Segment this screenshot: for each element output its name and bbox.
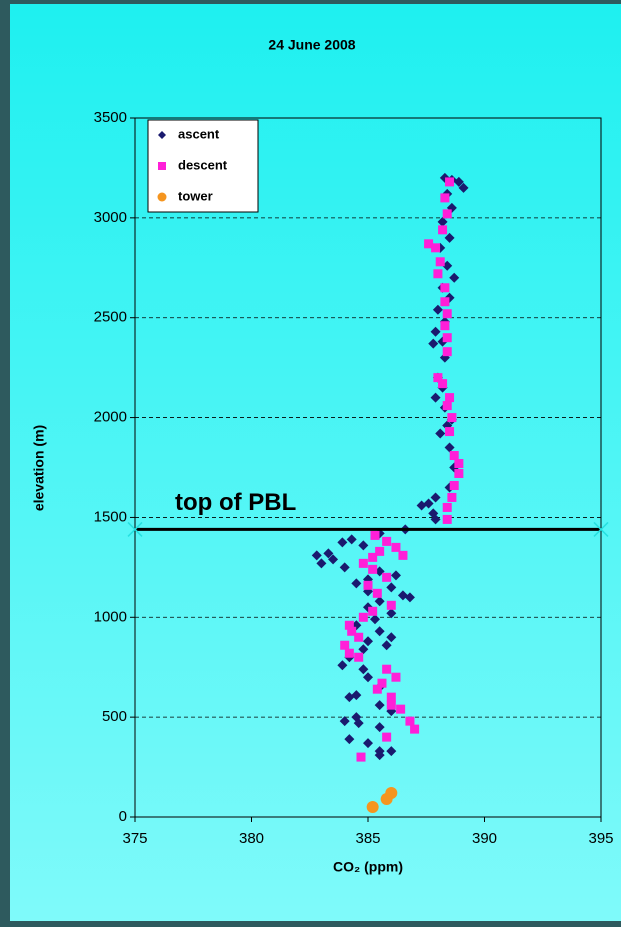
point bbox=[405, 717, 414, 726]
point bbox=[359, 613, 368, 622]
point bbox=[447, 413, 456, 422]
y-tick-label: 1500 bbox=[94, 508, 127, 525]
point bbox=[382, 537, 391, 546]
point bbox=[436, 257, 445, 266]
point bbox=[370, 531, 379, 540]
y-tick-label: 1000 bbox=[94, 608, 127, 625]
chart-title: 24 June 2008 bbox=[268, 37, 355, 53]
x-tick-label: 390 bbox=[472, 830, 497, 847]
point bbox=[410, 725, 419, 734]
y-tick-label: 500 bbox=[102, 708, 127, 725]
y-tick-label: 0 bbox=[119, 808, 127, 825]
legend-label: tower bbox=[178, 188, 213, 203]
point bbox=[367, 801, 379, 813]
y-tick-label: 2000 bbox=[94, 409, 127, 426]
point bbox=[438, 225, 447, 234]
point bbox=[382, 573, 391, 582]
point bbox=[359, 559, 368, 568]
point bbox=[440, 283, 449, 292]
legend-label: ascent bbox=[178, 126, 220, 141]
legend-marker bbox=[158, 162, 166, 170]
point bbox=[368, 553, 377, 562]
point bbox=[387, 701, 396, 710]
point bbox=[445, 393, 454, 402]
point bbox=[431, 243, 440, 252]
point bbox=[443, 209, 452, 218]
point bbox=[440, 297, 449, 306]
point bbox=[443, 333, 452, 342]
point bbox=[450, 451, 459, 460]
point bbox=[443, 309, 452, 318]
point bbox=[382, 733, 391, 742]
point bbox=[447, 493, 456, 502]
point bbox=[373, 589, 382, 598]
point bbox=[391, 543, 400, 552]
point bbox=[345, 649, 354, 658]
point bbox=[387, 693, 396, 702]
point bbox=[443, 347, 452, 356]
point bbox=[364, 581, 373, 590]
point bbox=[368, 565, 377, 574]
y-axis-label: elevation (m) bbox=[31, 425, 47, 511]
point bbox=[354, 633, 363, 642]
x-tick-label: 395 bbox=[588, 830, 613, 847]
point bbox=[433, 269, 442, 278]
point bbox=[385, 787, 397, 799]
point bbox=[440, 321, 449, 330]
point bbox=[445, 177, 454, 186]
x-tick-label: 375 bbox=[122, 830, 147, 847]
chart: 24 June 2008 CO₂ (ppm) elevation (m) 0 50… bbox=[0, 0, 621, 927]
legend-label: descent bbox=[178, 157, 228, 172]
x-tick-label: 385 bbox=[355, 830, 380, 847]
point bbox=[387, 601, 396, 610]
point bbox=[373, 685, 382, 694]
point bbox=[454, 459, 463, 468]
point bbox=[396, 705, 405, 714]
chart-background bbox=[10, 4, 621, 921]
point bbox=[443, 401, 452, 410]
point bbox=[368, 607, 377, 616]
point bbox=[438, 379, 447, 388]
point bbox=[445, 427, 454, 436]
point bbox=[354, 653, 363, 662]
y-tick-label: 2500 bbox=[94, 309, 127, 326]
y-tick-label: 3500 bbox=[94, 109, 127, 126]
point bbox=[454, 469, 463, 478]
legend-marker bbox=[158, 193, 167, 202]
x-axis-label: CO₂ (ppm) bbox=[333, 859, 403, 875]
y-tick-label: 3000 bbox=[94, 209, 127, 226]
point bbox=[443, 515, 452, 524]
x-tick-label: 380 bbox=[239, 830, 264, 847]
page: {"chart_data":{"type":"scatter","title":… bbox=[0, 0, 621, 927]
point bbox=[382, 665, 391, 674]
point bbox=[440, 193, 449, 202]
point bbox=[340, 641, 349, 650]
point bbox=[357, 753, 366, 762]
point bbox=[391, 673, 400, 682]
point bbox=[450, 481, 459, 490]
point bbox=[398, 551, 407, 560]
pbl-label: top of PBL bbox=[175, 489, 296, 516]
point bbox=[443, 503, 452, 512]
